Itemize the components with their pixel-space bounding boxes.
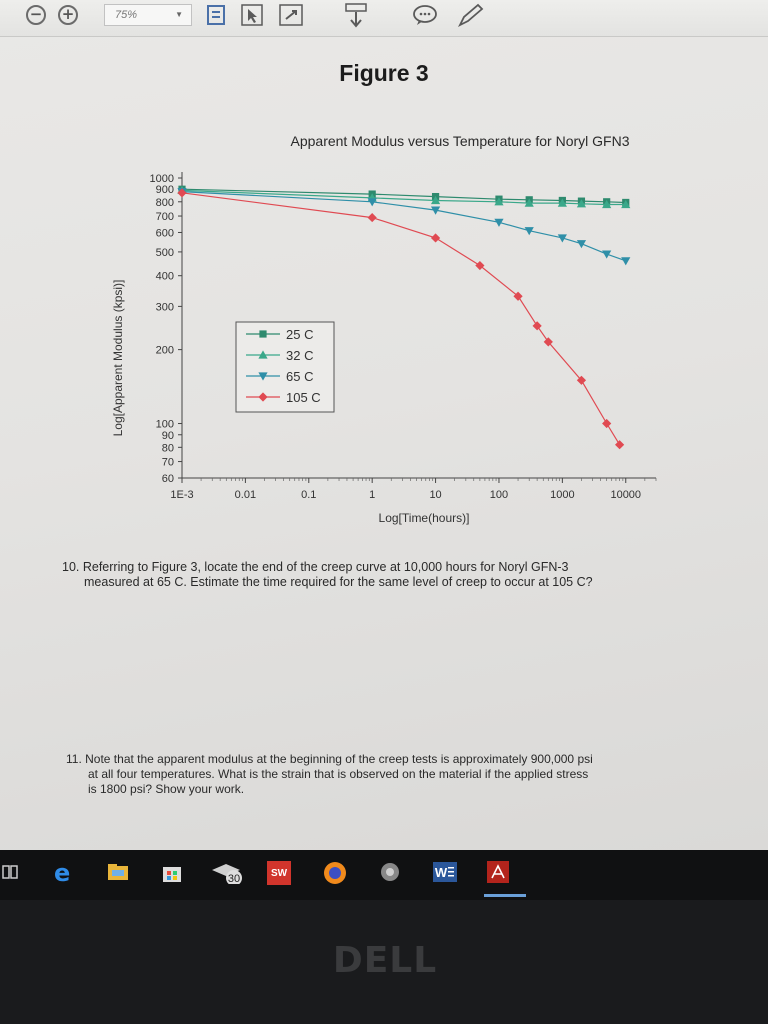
x-tick-label: 1: [369, 489, 375, 501]
data-point-1: [621, 199, 631, 209]
x-axis-label: Log[Time(hours)]: [379, 511, 470, 525]
fit-page-icon[interactable]: [205, 3, 227, 27]
data-point-2: [602, 250, 612, 259]
data-point-3: [532, 321, 542, 331]
zoom-in-icon[interactable]: +: [58, 5, 78, 25]
y-tick-label: 300: [156, 301, 174, 313]
legend-marker: [258, 392, 268, 402]
pen-icon[interactable]: [456, 3, 486, 29]
y-tick-label: 500: [156, 247, 174, 259]
question-11-line-3: is 1800 psi? Show your work.: [88, 782, 245, 796]
figure-title: Figure 3: [339, 60, 429, 86]
y-tick-label: 90: [162, 430, 174, 442]
data-point-1: [430, 195, 441, 205]
data-point-3: [615, 440, 625, 450]
x-tick-label: 10000: [610, 489, 641, 501]
screen: − + 75% ▼: [0, 0, 768, 900]
app-icon[interactable]: [378, 860, 402, 884]
chevron-down-icon: ▼: [175, 10, 183, 19]
legend-marker: [259, 330, 267, 338]
data-point-3: [543, 337, 553, 347]
zoom-value: 75%: [115, 9, 138, 21]
y-axis-label: Log[Apparent Modulus (kpsi)]: [111, 280, 125, 437]
x-tick-label: 0.1: [301, 489, 316, 501]
creep-chart: 1000900800700600500400300200100908070601…: [111, 172, 657, 525]
solidworks-label: SW: [271, 868, 288, 879]
y-tick-label: 1000: [150, 173, 174, 185]
data-point-2: [524, 227, 534, 236]
y-tick-label: 100: [156, 419, 174, 431]
data-point-3: [177, 188, 187, 198]
y-tick-label: 900: [156, 184, 174, 196]
y-tick-label: 60: [162, 473, 174, 485]
data-point-2: [430, 206, 441, 215]
question-10: 10. Referring to Figure 3, locate the en…: [62, 560, 593, 590]
data-point-1: [576, 199, 587, 208]
store-icon[interactable]: [160, 860, 184, 884]
education-badge: 30: [228, 873, 240, 884]
series-line-3: [181, 192, 621, 446]
data-point-2: [367, 198, 377, 207]
legend-label: 25 C: [286, 327, 313, 342]
x-tick-label: 10: [429, 489, 441, 501]
y-tick-label: 800: [156, 197, 174, 209]
data-point-2: [557, 234, 567, 243]
dell-logo: DELL: [332, 940, 438, 981]
question-10-line-1: 10. Referring to Figure 3, locate the en…: [62, 560, 569, 574]
y-tick-label: 80: [162, 442, 174, 454]
data-point-2: [621, 257, 631, 266]
data-point-3: [513, 291, 523, 301]
x-tick-label: 1E-3: [170, 489, 193, 501]
legend-marker: [258, 350, 268, 359]
y-tick-label: 70: [162, 457, 174, 469]
y-tick-label: 700: [156, 211, 174, 223]
question-10-line-2: measured at 65 C. Estimate the time requ…: [84, 575, 593, 589]
svg-text:W: W: [435, 865, 448, 880]
solidworks-icon[interactable]: SW: [266, 860, 292, 886]
task-view-icon[interactable]: [2, 864, 26, 888]
data-point-3: [576, 375, 587, 385]
y-tick-label: 600: [156, 227, 174, 239]
data-point-1: [602, 199, 612, 209]
chart-title: Apparent Modulus versus Temperature for …: [290, 133, 630, 149]
x-tick-label: 0.01: [235, 489, 256, 501]
zoom-out-icon[interactable]: −: [26, 5, 46, 25]
data-point-3: [367, 212, 377, 223]
question-11-line-2: at all four temperatures. What is the st…: [88, 767, 589, 781]
active-app-indicator: [484, 894, 526, 897]
data-point-1: [524, 198, 534, 207]
data-point-3: [475, 260, 485, 271]
comment-icon[interactable]: [412, 3, 438, 27]
x-tick-label: 1000: [550, 489, 574, 501]
pdf-toolbar: − + 75% ▼: [0, 0, 768, 37]
y-tick-label: 400: [156, 271, 174, 283]
taskbar: e 30 SW W: [0, 850, 768, 900]
acrobat-icon[interactable]: [486, 860, 510, 884]
select-icon[interactable]: [240, 3, 264, 27]
legend-label: 65 C: [286, 369, 313, 384]
data-point-2: [494, 218, 504, 227]
data-point-1: [494, 197, 504, 206]
education-icon[interactable]: 30: [210, 860, 244, 884]
question-11-line-1: 11. Note that the apparent modulus at th…: [66, 752, 593, 766]
legend-label: 32 C: [286, 348, 313, 363]
legend-marker: [258, 372, 268, 381]
edge-icon[interactable]: e: [52, 860, 76, 884]
legend-label: 105 C: [286, 390, 321, 405]
y-tick-label: 200: [156, 345, 174, 357]
word-icon[interactable]: W: [432, 860, 458, 884]
question-11: 11. Note that the apparent modulus at th…: [66, 752, 593, 797]
data-point-2: [576, 240, 587, 249]
firefox-icon[interactable]: [322, 860, 346, 884]
download-icon[interactable]: [342, 3, 370, 29]
x-tick-label: 100: [490, 489, 508, 501]
svg-text:e: e: [54, 860, 70, 884]
data-point-1: [557, 198, 567, 207]
zoom-select[interactable]: 75% ▼: [104, 4, 192, 26]
data-point-3: [430, 233, 441, 243]
fit-width-icon[interactable]: [278, 3, 304, 27]
file-explorer-icon[interactable]: [106, 860, 130, 884]
data-point-3: [602, 418, 612, 429]
